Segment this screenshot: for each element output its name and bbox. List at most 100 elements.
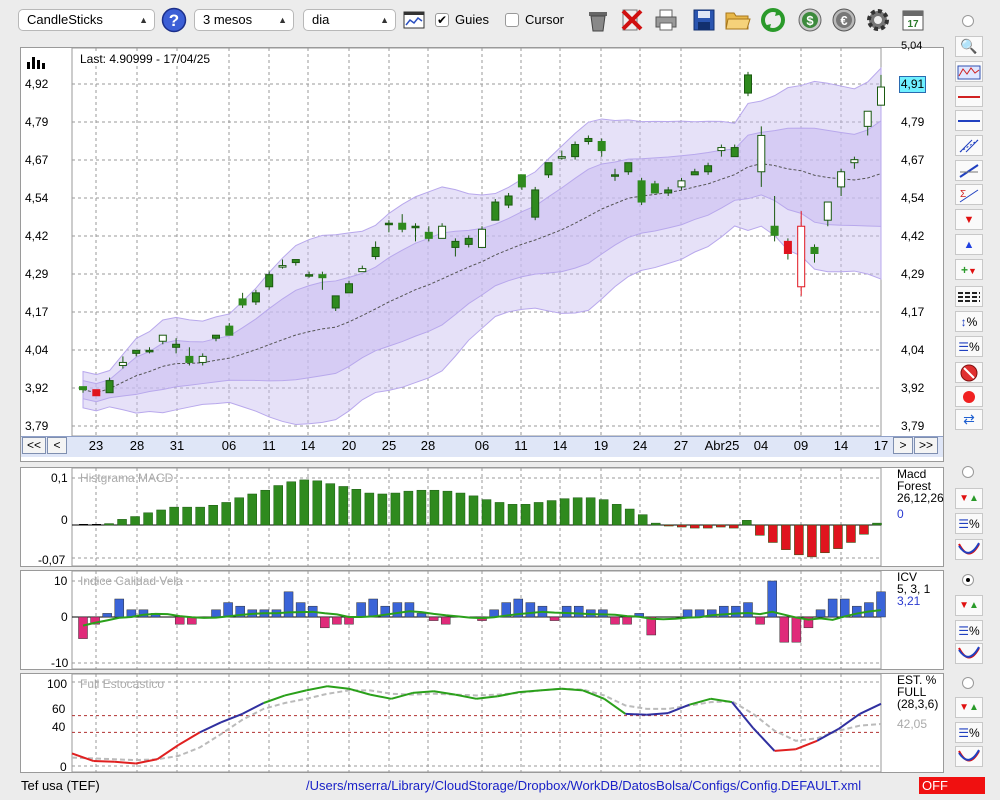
delete-button[interactable] <box>618 6 646 34</box>
icv-bar <box>102 613 112 618</box>
icv-bar <box>501 602 511 618</box>
macd-bar <box>520 504 531 526</box>
guides-label: Guies <box>455 12 489 27</box>
channel-tool-button[interactable] <box>955 135 983 156</box>
horizontal-line-blue-button[interactable] <box>955 110 983 131</box>
candle-body <box>810 246 819 254</box>
icv-chart <box>71 571 886 669</box>
calendar-button[interactable]: 17 <box>899 6 927 34</box>
macd-signals-button[interactable]: ▼▲ <box>955 488 983 509</box>
period-select[interactable]: 3 mesos ▲ <box>194 9 294 31</box>
stoch-k-segment <box>412 690 434 694</box>
candle-body <box>531 189 540 218</box>
save-button[interactable] <box>690 6 718 34</box>
icv-percent-button[interactable]: ☰% <box>955 620 983 641</box>
icv-panel[interactable]: Indice Calidad Vela 10 0 -10 ICV 5, 3, 1… <box>20 570 944 670</box>
nav-prev-button[interactable]: < <box>47 437 67 454</box>
icv-bar <box>295 602 306 618</box>
panel-radio-stoch[interactable] <box>962 677 974 689</box>
guides-checkbox[interactable]: ✔ <box>435 13 449 27</box>
dashed-lines-icon <box>958 291 980 302</box>
nav-next-button[interactable]: > <box>893 437 913 454</box>
icv-bar <box>344 616 354 625</box>
chart-window-button[interactable] <box>400 6 428 34</box>
stoch-k-segment <box>816 728 839 742</box>
record-button[interactable] <box>955 386 983 407</box>
icv-ytick-zero: 0 <box>61 610 68 624</box>
stoch-k-segment <box>859 702 882 715</box>
stoch-cross-button[interactable] <box>955 746 983 767</box>
svg-text:?: ? <box>169 11 179 30</box>
config-path-link[interactable]: /Users/mserra/Library/CloudStorage/Dropb… <box>306 778 862 793</box>
y-tick-label-right: 4,54 <box>901 191 925 205</box>
candle-body <box>358 268 367 273</box>
panel-radio-icv[interactable] <box>962 574 974 586</box>
nav-last-button[interactable]: >> <box>914 437 938 454</box>
sell-signal-button[interactable]: ▼ <box>955 209 983 230</box>
indicator-chart-button[interactable] <box>955 61 983 82</box>
icv-bar <box>573 605 584 618</box>
macd-cross-button[interactable] <box>955 539 983 560</box>
buy-signal-button[interactable]: ▲ <box>955 234 983 255</box>
macd-percent-button[interactable]: ☰% <box>955 513 983 534</box>
macd-bar <box>195 506 205 526</box>
price-chart-panel[interactable]: Last: 4.90999 - 17/04/25 5,04 4,924,924,… <box>20 40 944 462</box>
cursor-checkbox[interactable] <box>505 13 519 27</box>
panel-radio-main[interactable] <box>962 15 974 27</box>
currency-dollar-button[interactable]: $ <box>796 6 824 34</box>
last-price-badge: 4,91 <box>899 76 926 93</box>
settings-button[interactable] <box>864 6 892 34</box>
y-tick-label-left: 4,92 <box>25 77 49 91</box>
print-button[interactable] <box>652 6 680 34</box>
candle-body <box>464 237 473 245</box>
trash-button[interactable] <box>584 6 612 34</box>
candle-body <box>79 386 87 391</box>
magnifier-icon: 🔍 <box>960 38 978 54</box>
stochastic-panel[interactable]: Full Estocastico 100 60 40 0 EST. % FULL… <box>20 673 944 774</box>
stoch-current-value: 42,05 <box>897 717 928 731</box>
macd-panel[interactable]: Histgrama MACD 0,1 0 -0,07 Macd Forest 2… <box>20 467 944 567</box>
x-axis-label: 19 <box>593 438 609 453</box>
stoch-percent-button[interactable]: ☰% <box>955 722 983 743</box>
icv-cross-button[interactable] <box>955 643 983 664</box>
macd-bar <box>156 509 166 526</box>
refresh-button[interactable] <box>759 6 787 34</box>
macd-bar <box>820 524 830 554</box>
interval-select[interactable]: dia ▲ <box>303 9 396 31</box>
stoch-signals-button[interactable]: ▼▲ <box>955 697 983 718</box>
lines-percent-icon: ☰% <box>958 339 980 354</box>
horizontal-line-red-button[interactable] <box>955 86 983 107</box>
stoch-k-segment <box>689 697 711 706</box>
add-indicator-button[interactable]: +▼ <box>955 259 983 280</box>
nav-first-button[interactable]: << <box>22 437 46 454</box>
open-folder-button[interactable] <box>724 6 752 34</box>
y-tick-label-right: 4,17 <box>901 305 925 319</box>
stop-button[interactable] <box>955 362 983 383</box>
icv-bar <box>211 609 221 618</box>
stoch-k-segment <box>497 691 520 698</box>
icv-bar <box>803 616 814 629</box>
stop-icon <box>960 364 978 381</box>
x-axis-label: 28 <box>129 438 145 453</box>
icv-bar <box>380 605 391 618</box>
stoch-k-segment <box>731 701 755 729</box>
currency-euro-button[interactable]: € <box>830 6 858 34</box>
x-axis-label: 06 <box>474 438 490 453</box>
chart-type-select[interactable]: CandleSticks ▲ <box>18 9 155 31</box>
swap-button[interactable]: ⇄ <box>955 409 983 430</box>
lines-percent-button[interactable]: ☰% <box>955 336 983 357</box>
grid-lines-button[interactable] <box>955 286 983 307</box>
help-button[interactable]: ? <box>160 6 188 34</box>
zoom-button[interactable]: 🔍 <box>955 36 983 57</box>
x-axis-label: 25 <box>381 438 397 453</box>
icv-bar <box>610 616 620 625</box>
macd-bar <box>781 524 791 550</box>
lines-percent-icon: ☰% <box>958 725 980 740</box>
panel-radio-macd[interactable] <box>962 466 974 478</box>
macd-bar <box>442 490 453 526</box>
trendline-tool-button[interactable] <box>955 160 983 181</box>
scale-percent-button[interactable]: ↕% <box>955 311 983 332</box>
fibonacci-tool-button[interactable]: Σ <box>955 184 983 205</box>
icv-bar <box>791 616 802 643</box>
icv-signals-button[interactable]: ▼▲ <box>955 595 983 616</box>
